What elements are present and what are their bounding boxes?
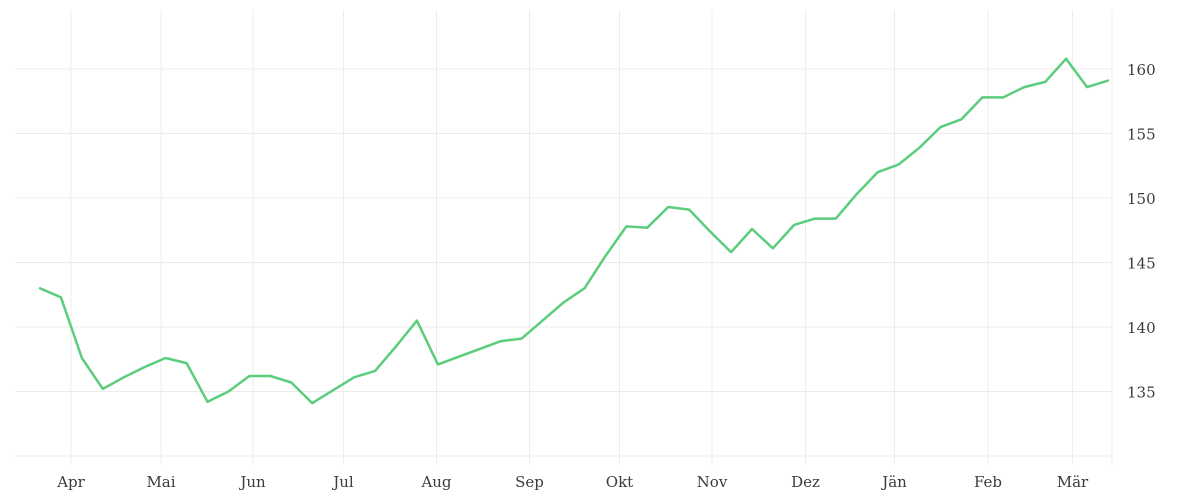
y-axis-tick-label: 150 <box>1127 190 1156 208</box>
y-axis-tick-label: 155 <box>1127 126 1156 144</box>
x-axis-tick-label: Nov <box>697 473 728 491</box>
x-axis-tick-label: Sep <box>515 473 544 491</box>
x-axis-tick-label: Feb <box>974 473 1002 491</box>
x-axis-tick-label: Mai <box>146 473 175 491</box>
x-axis-tick-label: Okt <box>606 473 633 491</box>
x-axis-tick-label: Jul <box>331 473 354 491</box>
price-line-series <box>38 57 1110 405</box>
y-axis-tick-label: 135 <box>1127 384 1156 402</box>
y-axis-tick-label: 140 <box>1127 319 1156 337</box>
x-axis-tick-label: Dez <box>791 473 820 491</box>
x-axis-tick-label: Jän <box>880 473 907 491</box>
x-axis-tick-label: Aug <box>420 473 451 491</box>
x-axis-tick-label: Mär <box>1057 473 1089 491</box>
y-axis-tick-label: 160 <box>1127 61 1156 79</box>
x-axis-tick-label: Jun <box>238 473 266 491</box>
y-axis-tick-label: 145 <box>1127 255 1156 273</box>
x-axis-tick-label: Apr <box>56 473 85 491</box>
